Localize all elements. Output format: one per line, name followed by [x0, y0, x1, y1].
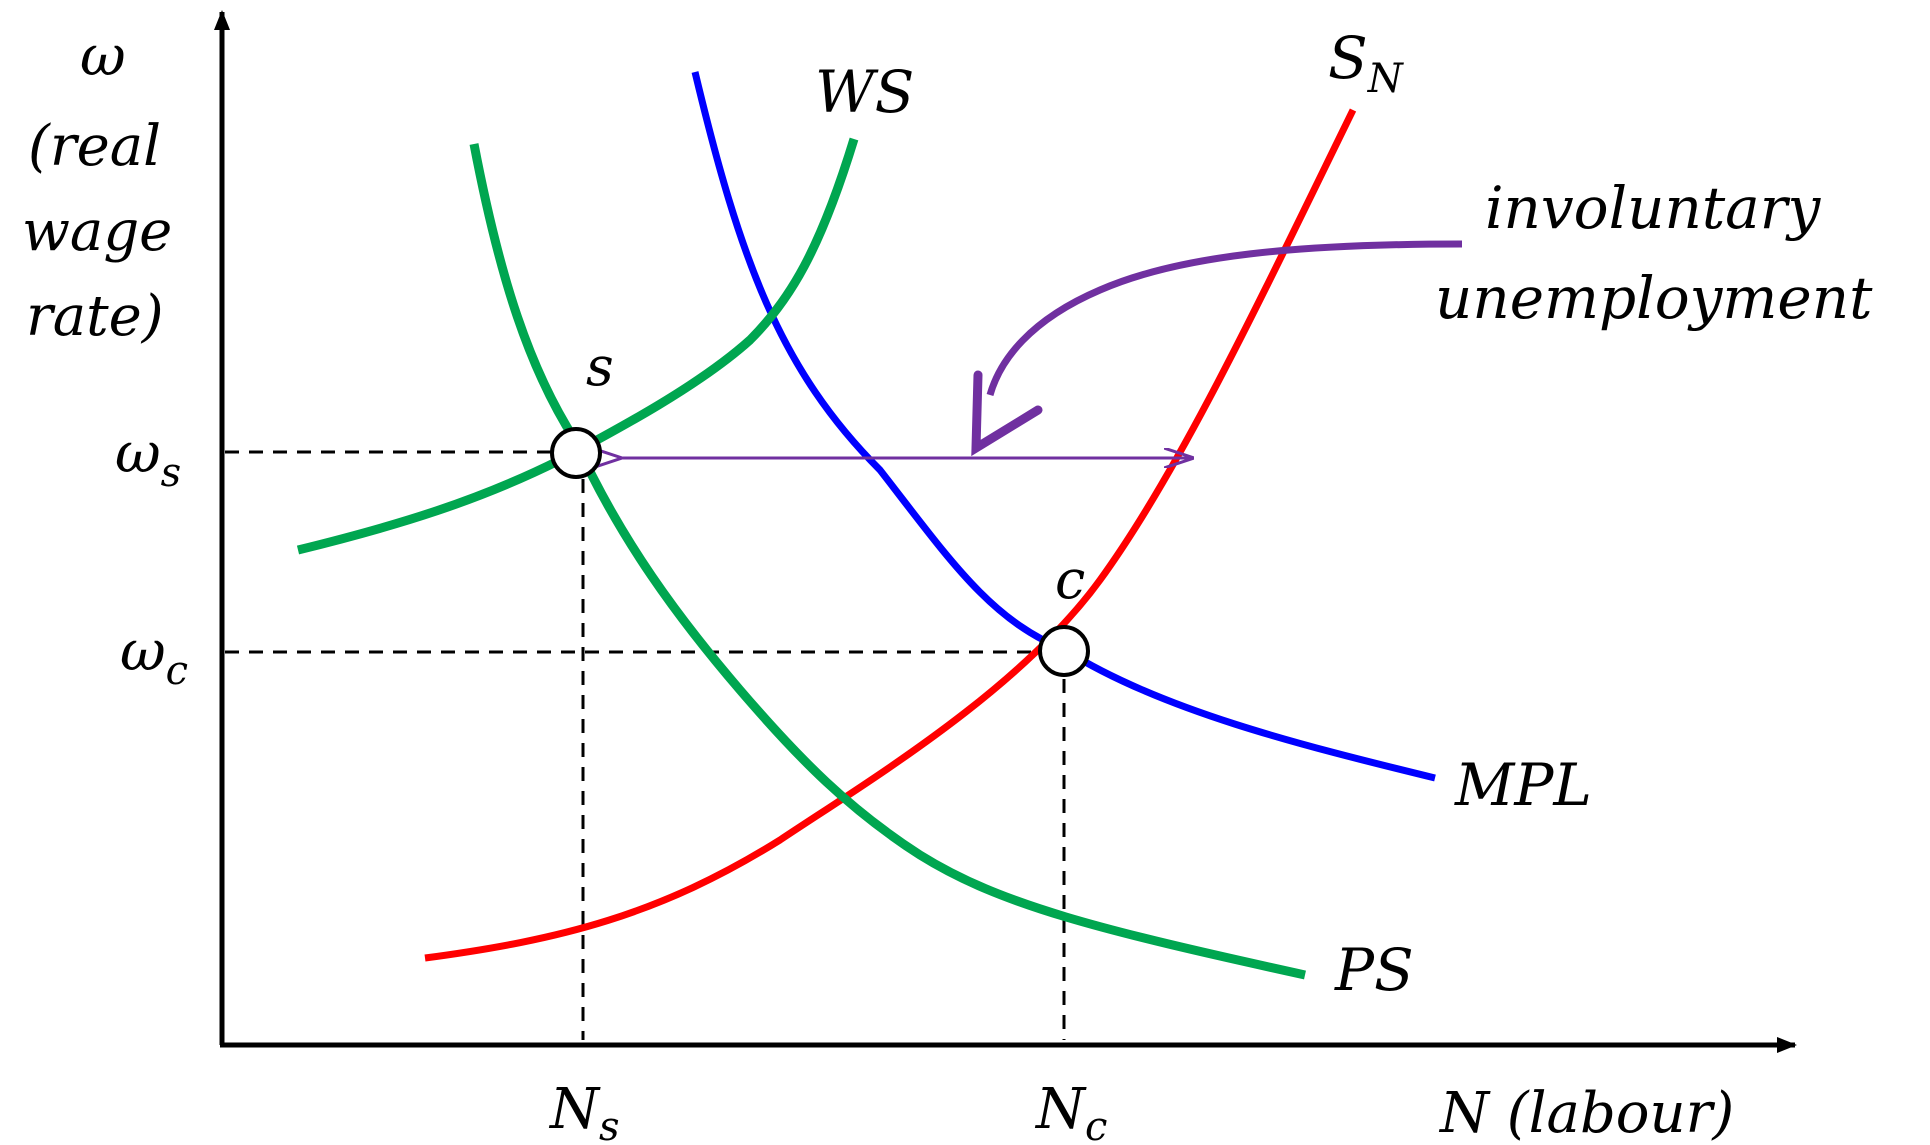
x-axis-label: N (labour) [1438, 1081, 1734, 1145]
dashed-guides [225, 450, 1066, 1040]
tick-omega-c: ωc [120, 619, 188, 694]
y-axis-symbol: ω [80, 24, 126, 89]
point-s-label: s [586, 335, 614, 398]
ps-curve [469, 143, 1306, 980]
y-axis-label-line3: rate) [26, 284, 164, 349]
mpl-curve-label: MPL [1454, 751, 1592, 819]
point-s-marker [550, 427, 602, 479]
ws-curve-label: WS [815, 58, 914, 126]
tick-n-s: Ns [548, 1077, 620, 1145]
ps-curve-label: PS [1334, 936, 1414, 1004]
tick-omega-s: ωs [115, 421, 181, 496]
point-c-marker [1038, 625, 1090, 677]
sn-curve [424, 108, 1357, 962]
y-axis-label-line1: (real [28, 114, 161, 179]
point-c-label: c [1055, 548, 1085, 611]
ws-curve [296, 137, 859, 555]
involuntary-arrow-head [971, 370, 1043, 457]
sn-curve-label: SN [1328, 24, 1405, 102]
mpl-curve [691, 71, 1436, 782]
involuntary-arrow-curve [986, 240, 1463, 396]
annotation-line2: unemployment [1435, 264, 1873, 332]
tick-n-c: Nc [1034, 1077, 1107, 1145]
y-axis-label-line2: wage [22, 199, 172, 264]
annotation-line1: involuntary [1485, 174, 1821, 242]
